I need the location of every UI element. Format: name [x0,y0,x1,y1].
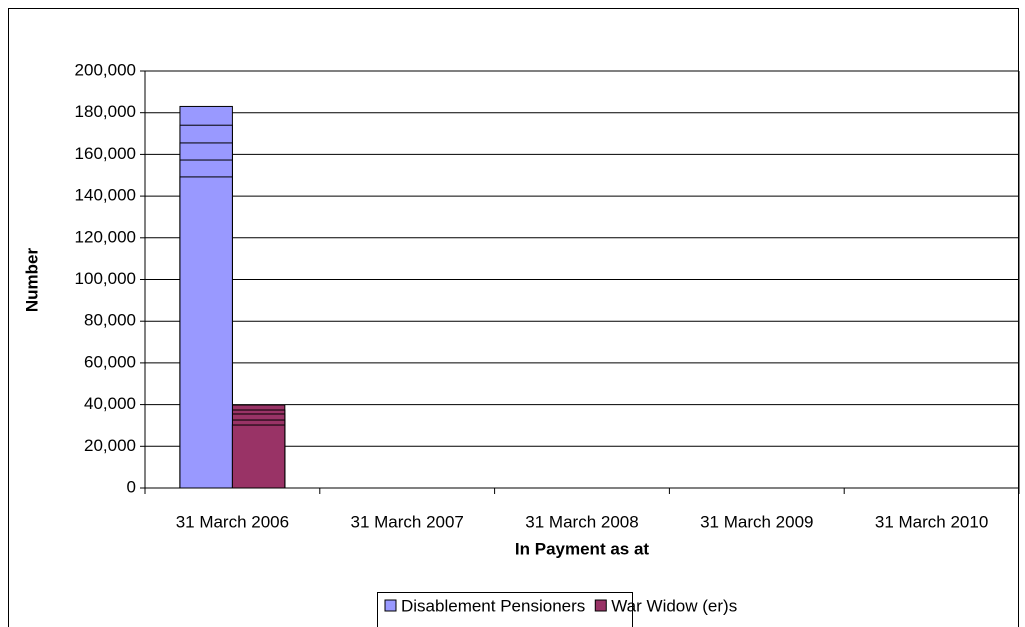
legend-label: War Widow (er)s [611,596,737,615]
y-axis-title: Number [22,248,41,313]
y-tick-label: 0 [127,477,136,496]
y-tick-label: 200,000 [75,60,136,79]
y-tick-label: 140,000 [75,186,136,205]
legend-box [377,592,633,627]
legend-swatch [384,599,397,612]
y-tick-label: 120,000 [75,227,136,246]
x-tick-label: 31 March 2010 [875,512,988,531]
bar [231,424,286,489]
y-tick-label: 180,000 [75,102,136,121]
y-tick-label: 20,000 [84,436,136,455]
y-tick-label: 160,000 [75,144,136,163]
x-tick-label: 31 March 2007 [350,512,463,531]
x-axis-title: In Payment as at [515,539,650,558]
chart-border [8,8,1019,627]
x-tick-label: 31 March 2008 [525,512,638,531]
y-tick-label: 100,000 [75,269,136,288]
bar [179,176,233,489]
y-tick-label: 40,000 [84,394,136,413]
y-tick-label: 60,000 [84,352,136,371]
legend-swatch [594,599,607,612]
x-tick-label: 31 March 2006 [176,512,289,531]
y-tick-label: 80,000 [84,311,136,330]
x-tick-label: 31 March 2009 [700,512,813,531]
legend-label: Disablement Pensioners [401,596,585,615]
